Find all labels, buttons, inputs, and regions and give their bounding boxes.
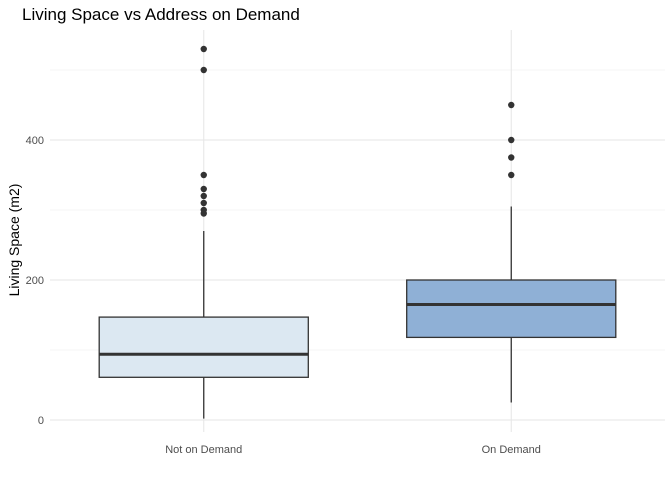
boxes [98,45,617,419]
outlier-point [200,171,207,179]
chart-title: Living Space vs Address on Demand [22,5,300,24]
axes: 0 200 400 Not on Demand On Demand [26,135,541,456]
outlier-point [508,136,515,144]
box-iqr [406,279,617,339]
y-tick-label: 0 [38,415,44,427]
outlier-point [200,206,207,214]
x-tick-label: Not on Demand [165,444,242,456]
outlier-point [508,101,515,109]
x-tick-label: On Demand [482,444,541,456]
outlier-point [200,66,207,74]
y-axis-title: Living Space (m2) [6,184,22,297]
outlier-point [508,171,515,179]
outlier-point [200,185,207,193]
y-tick-label: 400 [26,135,44,147]
outlier-point [200,45,207,53]
box-iqr [98,316,309,378]
y-tick-label: 200 [26,275,44,287]
outlier-point [200,192,207,200]
outlier-point [200,199,207,207]
outlier-point [508,154,515,161]
grid [50,30,665,432]
